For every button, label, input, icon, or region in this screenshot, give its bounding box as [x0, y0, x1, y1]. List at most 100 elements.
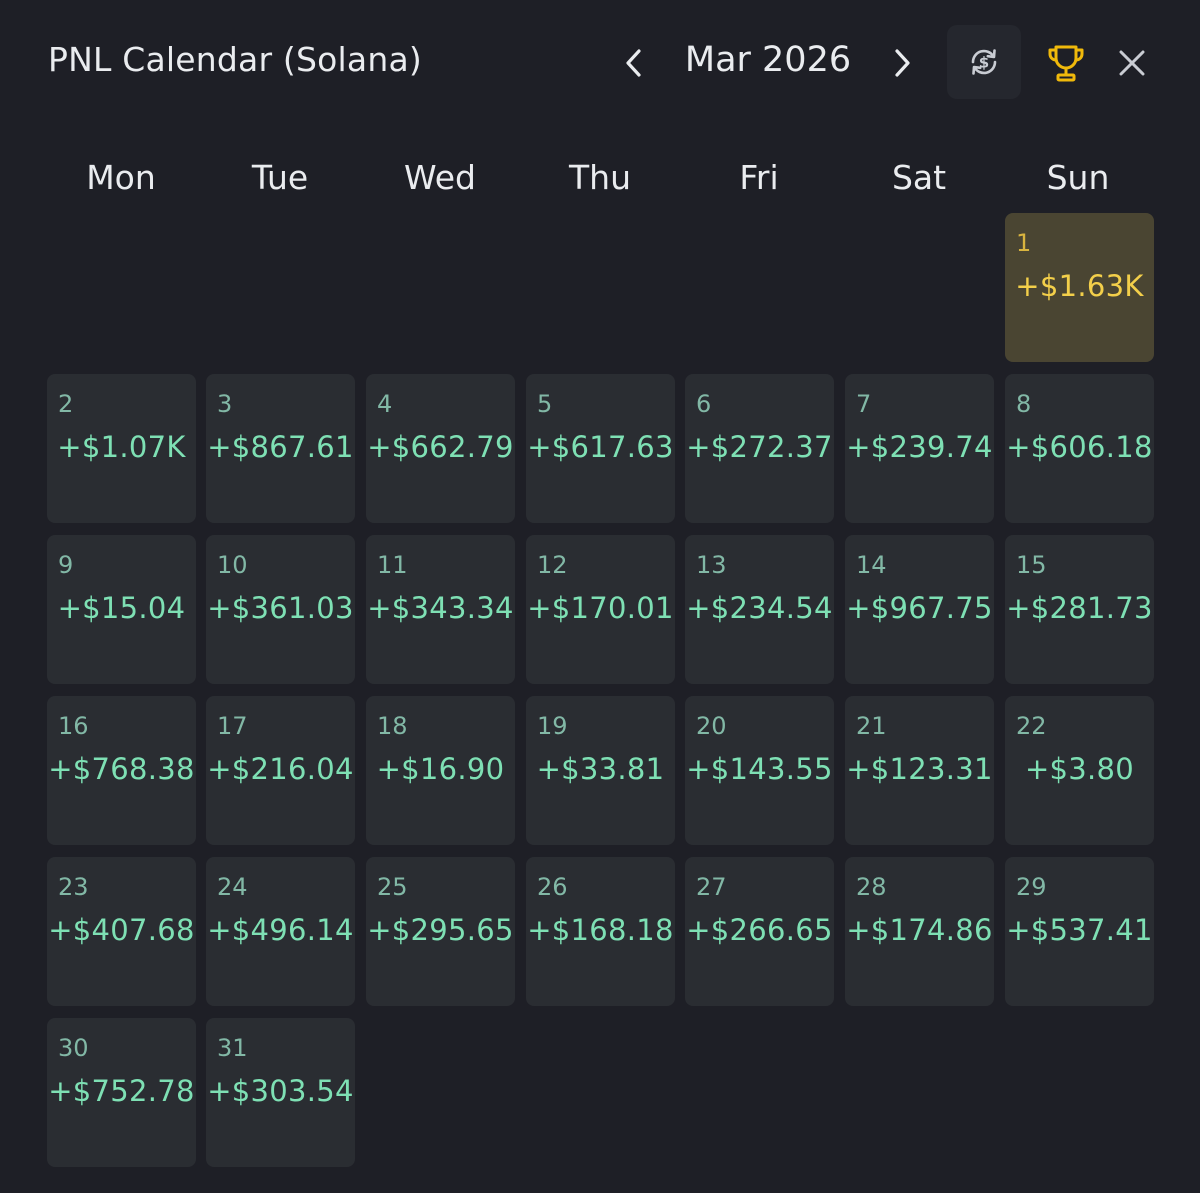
day-number: 23: [58, 873, 89, 901]
day-number: 7: [856, 390, 872, 418]
day-pnl-value: +$343.34: [367, 591, 514, 625]
weekday-label: Mon: [86, 158, 156, 197]
day-number: 11: [377, 551, 408, 579]
currency-swap-icon: $: [971, 49, 997, 75]
day-number: 19: [537, 712, 568, 740]
calendar-day-cell[interactable]: 19 +$33.81: [526, 696, 675, 845]
day-pnl-value: +$1.07K: [57, 430, 186, 464]
calendar-day-cell[interactable]: 5 +$617.63: [526, 374, 675, 523]
calendar-day-cell[interactable]: 8 +$606.18: [1005, 374, 1154, 523]
day-number: 18: [377, 712, 408, 740]
day-pnl-value: +$537.41: [1006, 913, 1153, 947]
calendar-day-cell-best[interactable]: 1 +$1.63K: [1005, 213, 1154, 362]
day-number: 9: [58, 551, 74, 579]
chevron-left-icon: [626, 49, 641, 77]
calendar-day-cell[interactable]: 20 +$143.55: [685, 696, 834, 845]
calendar-day-cell[interactable]: 3 +$867.61: [206, 374, 355, 523]
day-number: 24: [217, 873, 248, 901]
calendar-day-cell[interactable]: 4 +$662.79: [366, 374, 515, 523]
day-number: 12: [537, 551, 568, 579]
calendar-day-cell[interactable]: 21 +$123.31: [845, 696, 994, 845]
day-pnl-value: +$170.01: [527, 591, 674, 625]
calendar-day-cell[interactable]: 14 +$967.75: [845, 535, 994, 684]
calendar-day-cell[interactable]: 28 +$174.86: [845, 857, 994, 1006]
day-number: 25: [377, 873, 408, 901]
calendar-day-cell[interactable]: 18 +$16.90: [366, 696, 515, 845]
page-title: PNL Calendar (Solana): [48, 40, 422, 79]
weekday-header-row: Mon Tue Wed Thu Fri Sat Sun: [40, 158, 1160, 208]
calendar-day-cell[interactable]: 27 +$266.65: [685, 857, 834, 1006]
day-pnl-value: +$239.74: [846, 430, 993, 464]
day-number: 29: [1016, 873, 1047, 901]
close-button[interactable]: [1108, 38, 1156, 88]
day-pnl-value: +$361.03: [207, 591, 354, 625]
current-month-label: Mar 2026: [684, 40, 852, 80]
calendar-day-cell[interactable]: 25 +$295.65: [366, 857, 515, 1006]
day-number: 3: [217, 390, 233, 418]
day-pnl-value: +$617.63: [527, 430, 674, 464]
calendar-day-cell[interactable]: 11 +$343.34: [366, 535, 515, 684]
day-number: 22: [1016, 712, 1047, 740]
day-number: 27: [696, 873, 727, 901]
calendar-header: PNL Calendar (Solana) Mar 2026 $: [0, 0, 1200, 124]
trophy-icon: [1048, 45, 1084, 82]
day-number: 30: [58, 1034, 89, 1062]
close-icon: [1119, 50, 1145, 76]
weekday-label: Wed: [404, 158, 476, 197]
previous-month-button[interactable]: [610, 38, 658, 88]
calendar-day-cell[interactable]: 10 +$361.03: [206, 535, 355, 684]
calendar-day-cell[interactable]: 29 +$537.41: [1005, 857, 1154, 1006]
day-pnl-value: +$662.79: [367, 430, 514, 464]
day-number: 13: [696, 551, 727, 579]
calendar-day-cell[interactable]: 16 +$768.38: [47, 696, 196, 845]
next-month-button[interactable]: [878, 38, 926, 88]
day-pnl-value: +$16.90: [376, 752, 505, 786]
calendar-day-cell[interactable]: 7 +$239.74: [845, 374, 994, 523]
currency-toggle-button[interactable]: $: [947, 25, 1021, 99]
day-pnl-value: +$168.18: [527, 913, 674, 947]
day-number: 10: [217, 551, 248, 579]
day-pnl-value: +$281.73: [1006, 591, 1153, 625]
day-pnl-value: +$606.18: [1006, 430, 1153, 464]
day-number: 14: [856, 551, 887, 579]
calendar-day-cell[interactable]: 17 +$216.04: [206, 696, 355, 845]
day-number: 1: [1016, 229, 1032, 257]
weekday-label: Sat: [891, 158, 947, 197]
calendar-day-cell[interactable]: 30 +$752.78: [47, 1018, 196, 1167]
leaderboard-button[interactable]: [1040, 36, 1092, 90]
calendar-day-cell[interactable]: 23 +$407.68: [47, 857, 196, 1006]
calendar-day-cell[interactable]: 12 +$170.01: [526, 535, 675, 684]
day-pnl-value: +$266.65: [686, 913, 833, 947]
day-number: 21: [856, 712, 887, 740]
calendar-day-cell[interactable]: 13 +$234.54: [685, 535, 834, 684]
calendar-day-cell[interactable]: 2 +$1.07K: [47, 374, 196, 523]
day-pnl-value: +$174.86: [846, 913, 993, 947]
day-pnl-value: +$216.04: [207, 752, 354, 786]
day-pnl-value: +$123.31: [846, 752, 993, 786]
weekday-label: Tue: [251, 158, 309, 197]
day-number: 28: [856, 873, 887, 901]
calendar-day-cell[interactable]: 31 +$303.54: [206, 1018, 355, 1167]
calendar-day-cell[interactable]: 24 +$496.14: [206, 857, 355, 1006]
day-number: 15: [1016, 551, 1047, 579]
day-pnl-value: +$33.81: [536, 752, 665, 786]
day-pnl-value: +$867.61: [207, 430, 354, 464]
day-number: 26: [537, 873, 568, 901]
day-pnl-value: +$768.38: [48, 752, 195, 786]
calendar-day-cell[interactable]: 6 +$272.37: [685, 374, 834, 523]
day-pnl-value: +$234.54: [686, 591, 833, 625]
day-pnl-value: +$303.54: [207, 1074, 354, 1108]
day-pnl-value: +$496.14: [207, 913, 354, 947]
day-number: 6: [696, 390, 712, 418]
calendar-day-cell[interactable]: 22 +$3.80: [1005, 696, 1154, 845]
weekday-label: Sun: [1046, 158, 1110, 197]
day-number: 20: [696, 712, 727, 740]
day-number: 17: [217, 712, 248, 740]
chevron-right-icon: [895, 49, 910, 77]
calendar-day-cell[interactable]: 26 +$168.18: [526, 857, 675, 1006]
day-pnl-value: +$407.68: [48, 913, 195, 947]
calendar-day-cell[interactable]: 9 +$15.04: [47, 535, 196, 684]
calendar-day-cell[interactable]: 15 +$281.73: [1005, 535, 1154, 684]
day-pnl-value: +$15.04: [57, 591, 186, 625]
day-number: 4: [377, 390, 393, 418]
